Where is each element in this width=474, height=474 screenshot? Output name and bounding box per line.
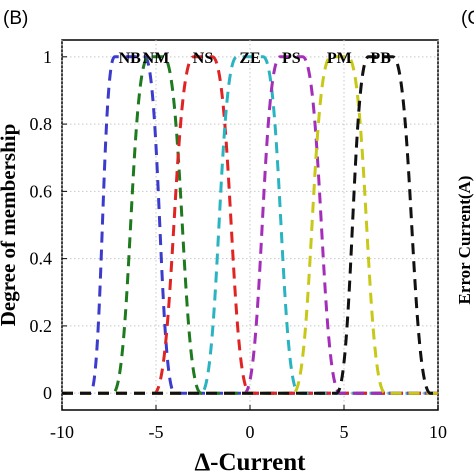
set-label-ze: ZE — [239, 50, 260, 67]
y-tick-label: 1 — [43, 47, 52, 67]
x-tick-label: 5 — [340, 422, 349, 442]
set-labels: NB NM NS ZE PS PM PB — [119, 50, 392, 67]
y-axis-title: Degree of membership — [0, 124, 20, 327]
set-label-ps: PS — [282, 50, 301, 67]
curve-nb — [62, 55, 438, 395]
panel-label: (B) — [3, 8, 28, 29]
membership-curves — [62, 55, 438, 395]
x-axis-title: Δ-Current — [194, 449, 306, 474]
curve-pm — [62, 55, 438, 395]
adjacent-y-axis-title: Error Current(A) — [455, 176, 474, 305]
y-tick-label: 0 — [43, 383, 52, 403]
set-label-pb: PB — [370, 50, 391, 67]
set-label-nb: NB — [119, 50, 142, 67]
adjacent-panel-label: (C — [461, 8, 474, 29]
x-tick-label: -10 — [50, 422, 74, 442]
axis-ticks: -10 -5 0 5 10 0 0.2 0.4 0.6 0.8 1 — [30, 47, 448, 442]
curve-ps — [62, 55, 438, 395]
y-tick-label: 0.4 — [30, 249, 53, 269]
set-label-ns: NS — [193, 50, 214, 67]
set-label-pm: PM — [327, 50, 352, 67]
x-tick-label: -5 — [149, 422, 164, 442]
x-tick-label: 0 — [246, 422, 255, 442]
y-tick-label: 0.6 — [30, 181, 53, 201]
curve-pb — [62, 55, 438, 395]
set-label-nm: NM — [143, 50, 170, 67]
curve-ns — [62, 55, 438, 395]
curve-nm — [62, 55, 438, 395]
x-tick-label: 10 — [429, 422, 447, 442]
curve-ze — [62, 55, 438, 395]
y-tick-label: 0.8 — [30, 114, 53, 134]
y-tick-label: 0.2 — [30, 316, 53, 336]
